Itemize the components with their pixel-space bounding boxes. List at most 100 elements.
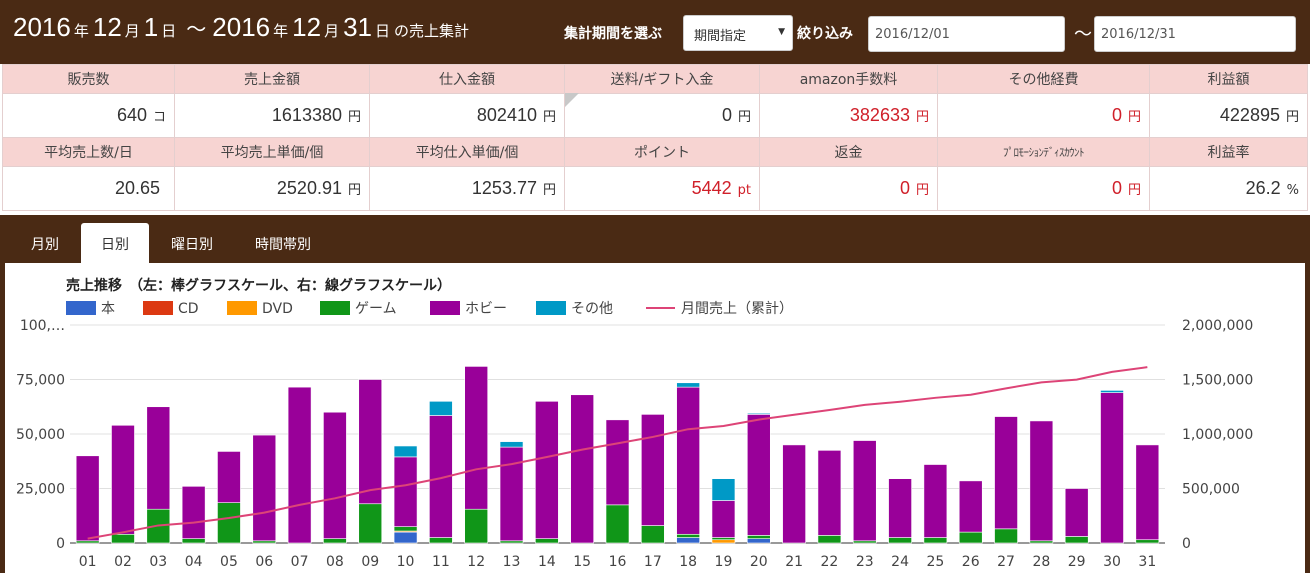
tab-hourly[interactable]: 時間帯別 [255,237,311,253]
bar-segment [958,480,983,533]
x-axis-tick-label: 18 [679,554,697,570]
x-axis-tick-label: 23 [856,554,874,570]
x-axis-tick-label: 20 [750,554,768,570]
bar-segment [923,537,948,544]
legend-swatch [320,301,350,315]
date-from-input[interactable]: 2016/12/01 [868,16,1065,52]
date-to-input[interactable]: 2016/12/31 [1094,16,1296,52]
bar-segment [181,486,206,539]
tab-weekday[interactable]: 曜日別 [171,237,213,253]
x-axis-tick-label: 16 [609,554,627,570]
cumulative-line [87,366,1148,540]
legend-label: ゲーム [355,301,397,317]
stat-header: 利益率 [1149,137,1308,167]
month-unit: 月 [324,22,340,40]
bar-segment [499,540,524,544]
stat-header: 平均仕入単価/個 [369,137,565,167]
bar-segment [252,434,277,542]
stats-header-row-2: 平均売上数/日 平均売上単価/個 平均仕入単価/個 ポイント 返金 ﾌﾟﾛﾓｰｼ… [2,137,1308,167]
legend-label: 本 [101,301,115,317]
bar-segment [429,537,453,544]
period-select[interactable]: 期間指定 ▼ [683,15,793,51]
x-axis-tick-label: 08 [326,554,344,570]
x-axis-tick-label: 19 [715,554,733,570]
legend-label: ホビー [465,301,507,317]
start-month: 12 [92,12,122,42]
bar-segment [393,531,418,544]
bar-segment [1064,488,1089,537]
bar-segment [676,382,700,388]
tab-daily[interactable]: 日別 [81,223,149,263]
bar-segment [817,450,842,536]
chart-svg: 売上推移 （左：棒グラフスケール、右：線グラフスケール） 本 CD DVD ゲーム ホビ… [16,277,1253,570]
stat-header: 返金 [759,137,938,167]
stats-header-row-1: 販売数 売上金額 仕入金額 送料/ギフト入金 amazon手数料 その他経費 利… [2,64,1308,94]
bar-segment [217,451,241,503]
end-day: 31 [343,12,372,42]
bar-segment [994,528,1018,544]
stat-value-profit-rate: 26.2% [1149,166,1308,211]
bar-segment [888,478,912,538]
right-axis-tick-label: 500,000 [1182,482,1240,498]
bar-segment [746,538,771,544]
bar-segment [1100,392,1124,544]
bar-segment [746,412,771,415]
bar-segment [464,508,489,544]
stat-header: 売上金額 [174,64,370,94]
x-axis-tick-label: 27 [997,554,1015,570]
bar-segment [323,411,347,539]
x-axis-tick-label: 10 [397,554,415,570]
bar-segment [499,446,524,542]
header-bar: 2016 年 12 月 1 日～ 2016 年 12 月 31 日の売上集計 集計期間を選ぶ 期間指定… [0,0,1310,64]
day-unit: 日 [375,22,391,40]
left-axis-tick-label: 50,000 [16,427,65,443]
legend-swatch [143,301,173,315]
period-title: 2016 年 12 月 1 日～ 2016 年 12 月 31 日の売上集計 [13,12,469,43]
x-axis-tick-label: 29 [1068,554,1086,570]
stat-header: 販売数 [2,64,175,94]
tab-monthly[interactable]: 月別 [31,237,59,253]
legend-swatch [66,301,96,315]
bar-segment [994,416,1018,530]
legend-swatch [227,301,257,315]
bar-segment [782,444,806,544]
month-unit: 月 [124,22,140,40]
x-axis-tick-label: 07 [291,554,309,570]
summary-stats-table: 販売数 売上金額 仕入金額 送料/ギフト入金 amazon手数料 その他経費 利… [2,64,1308,211]
end-month: 12 [292,12,322,42]
x-axis-tick-label: 05 [220,554,238,570]
period-select-label: 集計期間を選ぶ [564,26,662,42]
x-axis-tick-label: 17 [644,554,662,570]
bar-segment [146,406,171,510]
bar-segment [888,537,912,544]
stat-header: 仕入金額 [369,64,565,94]
bar-segment [923,464,948,538]
stat-header: amazon手数料 [759,64,938,94]
dropdown-arrow-icon: ▼ [778,27,785,37]
bar-segment [711,478,736,501]
bar-segment [75,455,100,542]
bar-segment [676,537,700,544]
stat-header: 利益額 [1149,64,1308,94]
right-axis-tick-label: 1,500,000 [1182,373,1253,389]
bar-segment [641,525,665,544]
bar-segment [464,366,489,510]
x-axis-tick-label: 30 [1103,554,1121,570]
x-axis-tick-label: 02 [114,554,132,570]
bar-segment [358,503,383,544]
x-axis-tick-label: 04 [185,554,203,570]
bar-segment [676,386,700,535]
x-axis-tick-label: 01 [79,554,97,570]
bar-segment [323,538,347,544]
legend-swatch [430,301,460,315]
right-axis-ticks: 0 500,000 1,000,000 1,500,000 2,000,000 [1182,318,1253,552]
bar-segment [111,533,135,544]
x-axis-tick-label: 31 [1138,554,1156,570]
right-axis-tick-label: 2,000,000 [1182,318,1253,334]
bar-segment [499,441,524,448]
bar-segment [746,535,771,539]
